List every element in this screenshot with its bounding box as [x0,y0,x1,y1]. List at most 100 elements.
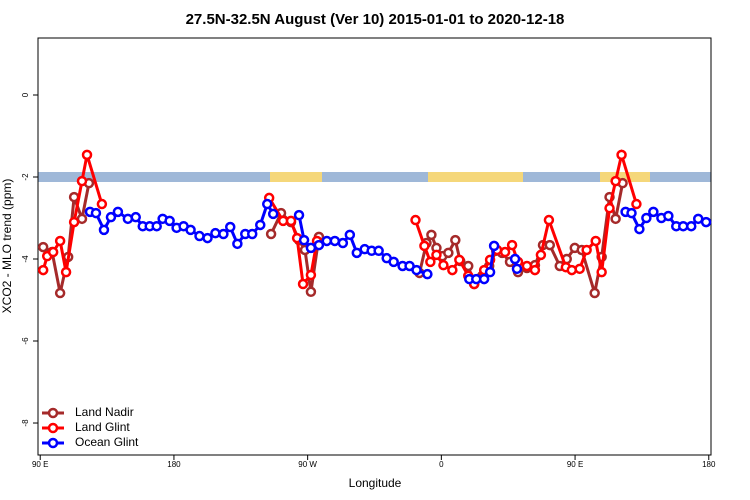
data-point [76,175,88,187]
data-point [297,278,309,290]
x-axis-label: Longitude [349,476,402,490]
data-point [224,221,236,233]
data-point [447,264,458,276]
data-point [232,238,243,250]
y-tick-label: -8 [21,419,30,427]
data-point [54,287,66,299]
y-tick-label: 0 [21,92,30,97]
data-point [641,212,652,224]
data-point [185,224,196,236]
data-point [305,269,317,281]
land-band [270,172,322,182]
data-point [112,206,124,218]
data-point [589,287,600,299]
data-point [261,198,273,210]
data-point [506,239,518,251]
y-tick-label: -2 [21,173,30,181]
data-point [521,260,533,272]
data-point [431,249,442,261]
data-point [313,239,325,251]
data-point [626,207,637,219]
data-point [544,239,556,251]
data-point [419,240,430,252]
x-tick-label: 90 E [32,460,48,469]
data-point [37,264,49,276]
data-point [47,246,59,258]
x-tick-label: 0 [439,460,444,469]
data-point [293,209,305,221]
data-point [511,263,523,275]
data-point [543,214,555,226]
data-point [105,211,117,223]
data-point [596,266,607,278]
data-point [329,235,341,247]
legend-marker [47,407,59,419]
chart-title: 27.5N-32.5N August (Ver 10) 2015-01-01 t… [186,11,565,28]
data-point [388,256,399,268]
data-point [422,268,433,280]
data-point [590,235,601,247]
data-point [90,207,102,219]
land-band [428,172,523,182]
data-point [210,227,221,239]
data-point [616,149,627,161]
data-point [604,202,615,214]
data-point [478,273,490,285]
data-point [499,246,511,258]
legend-marker [47,437,59,449]
y-axis-label: XCO2 - MLO trend (ppm) [0,179,14,314]
data-point [164,215,175,227]
data-point [610,175,621,187]
data-point [202,232,213,244]
data-point [267,208,279,220]
data-point [488,240,500,252]
data-point [246,228,258,240]
data-point [54,235,66,247]
data-point [509,253,521,265]
data-point [68,216,80,228]
data-point [685,220,697,232]
data-point [98,224,110,236]
y-tick-label: -4 [21,255,30,263]
data-point [700,216,712,228]
data-point [255,219,266,231]
x-tick-label: 90 W [298,460,317,469]
data-point [194,230,205,242]
data-point [298,234,310,246]
data-point [425,256,436,268]
data-point [438,259,449,271]
data-point [443,247,454,259]
data-point [81,149,93,161]
data-point [663,210,674,222]
legend-label: Ocean Glint [75,435,139,449]
data-point [130,211,142,223]
data-point [373,245,384,257]
data-point [96,198,108,210]
data-point [574,263,585,275]
data-point [60,266,72,278]
data-point [535,249,547,261]
data-point [411,264,422,276]
surface-band [38,172,711,182]
data-point [450,234,461,246]
data-point [581,244,592,256]
data-point [610,213,621,225]
data-point [337,237,349,249]
x-tick-label: 180 [702,460,716,469]
legend-marker [47,422,59,434]
data-point [218,228,229,240]
legend-label: Land Glint [75,420,130,434]
data-point [648,206,659,218]
data-point [634,223,645,235]
data-point [305,286,317,298]
x-tick-label: 90 E [567,460,583,469]
data-point [529,264,541,276]
x-tick-label: 180 [167,460,181,469]
data-point [410,214,421,226]
legend-label: Land Nadir [75,405,134,419]
data-point [631,198,642,210]
y-tick-label: -6 [21,337,30,345]
data-point [454,254,465,266]
ocean-band [38,172,711,182]
